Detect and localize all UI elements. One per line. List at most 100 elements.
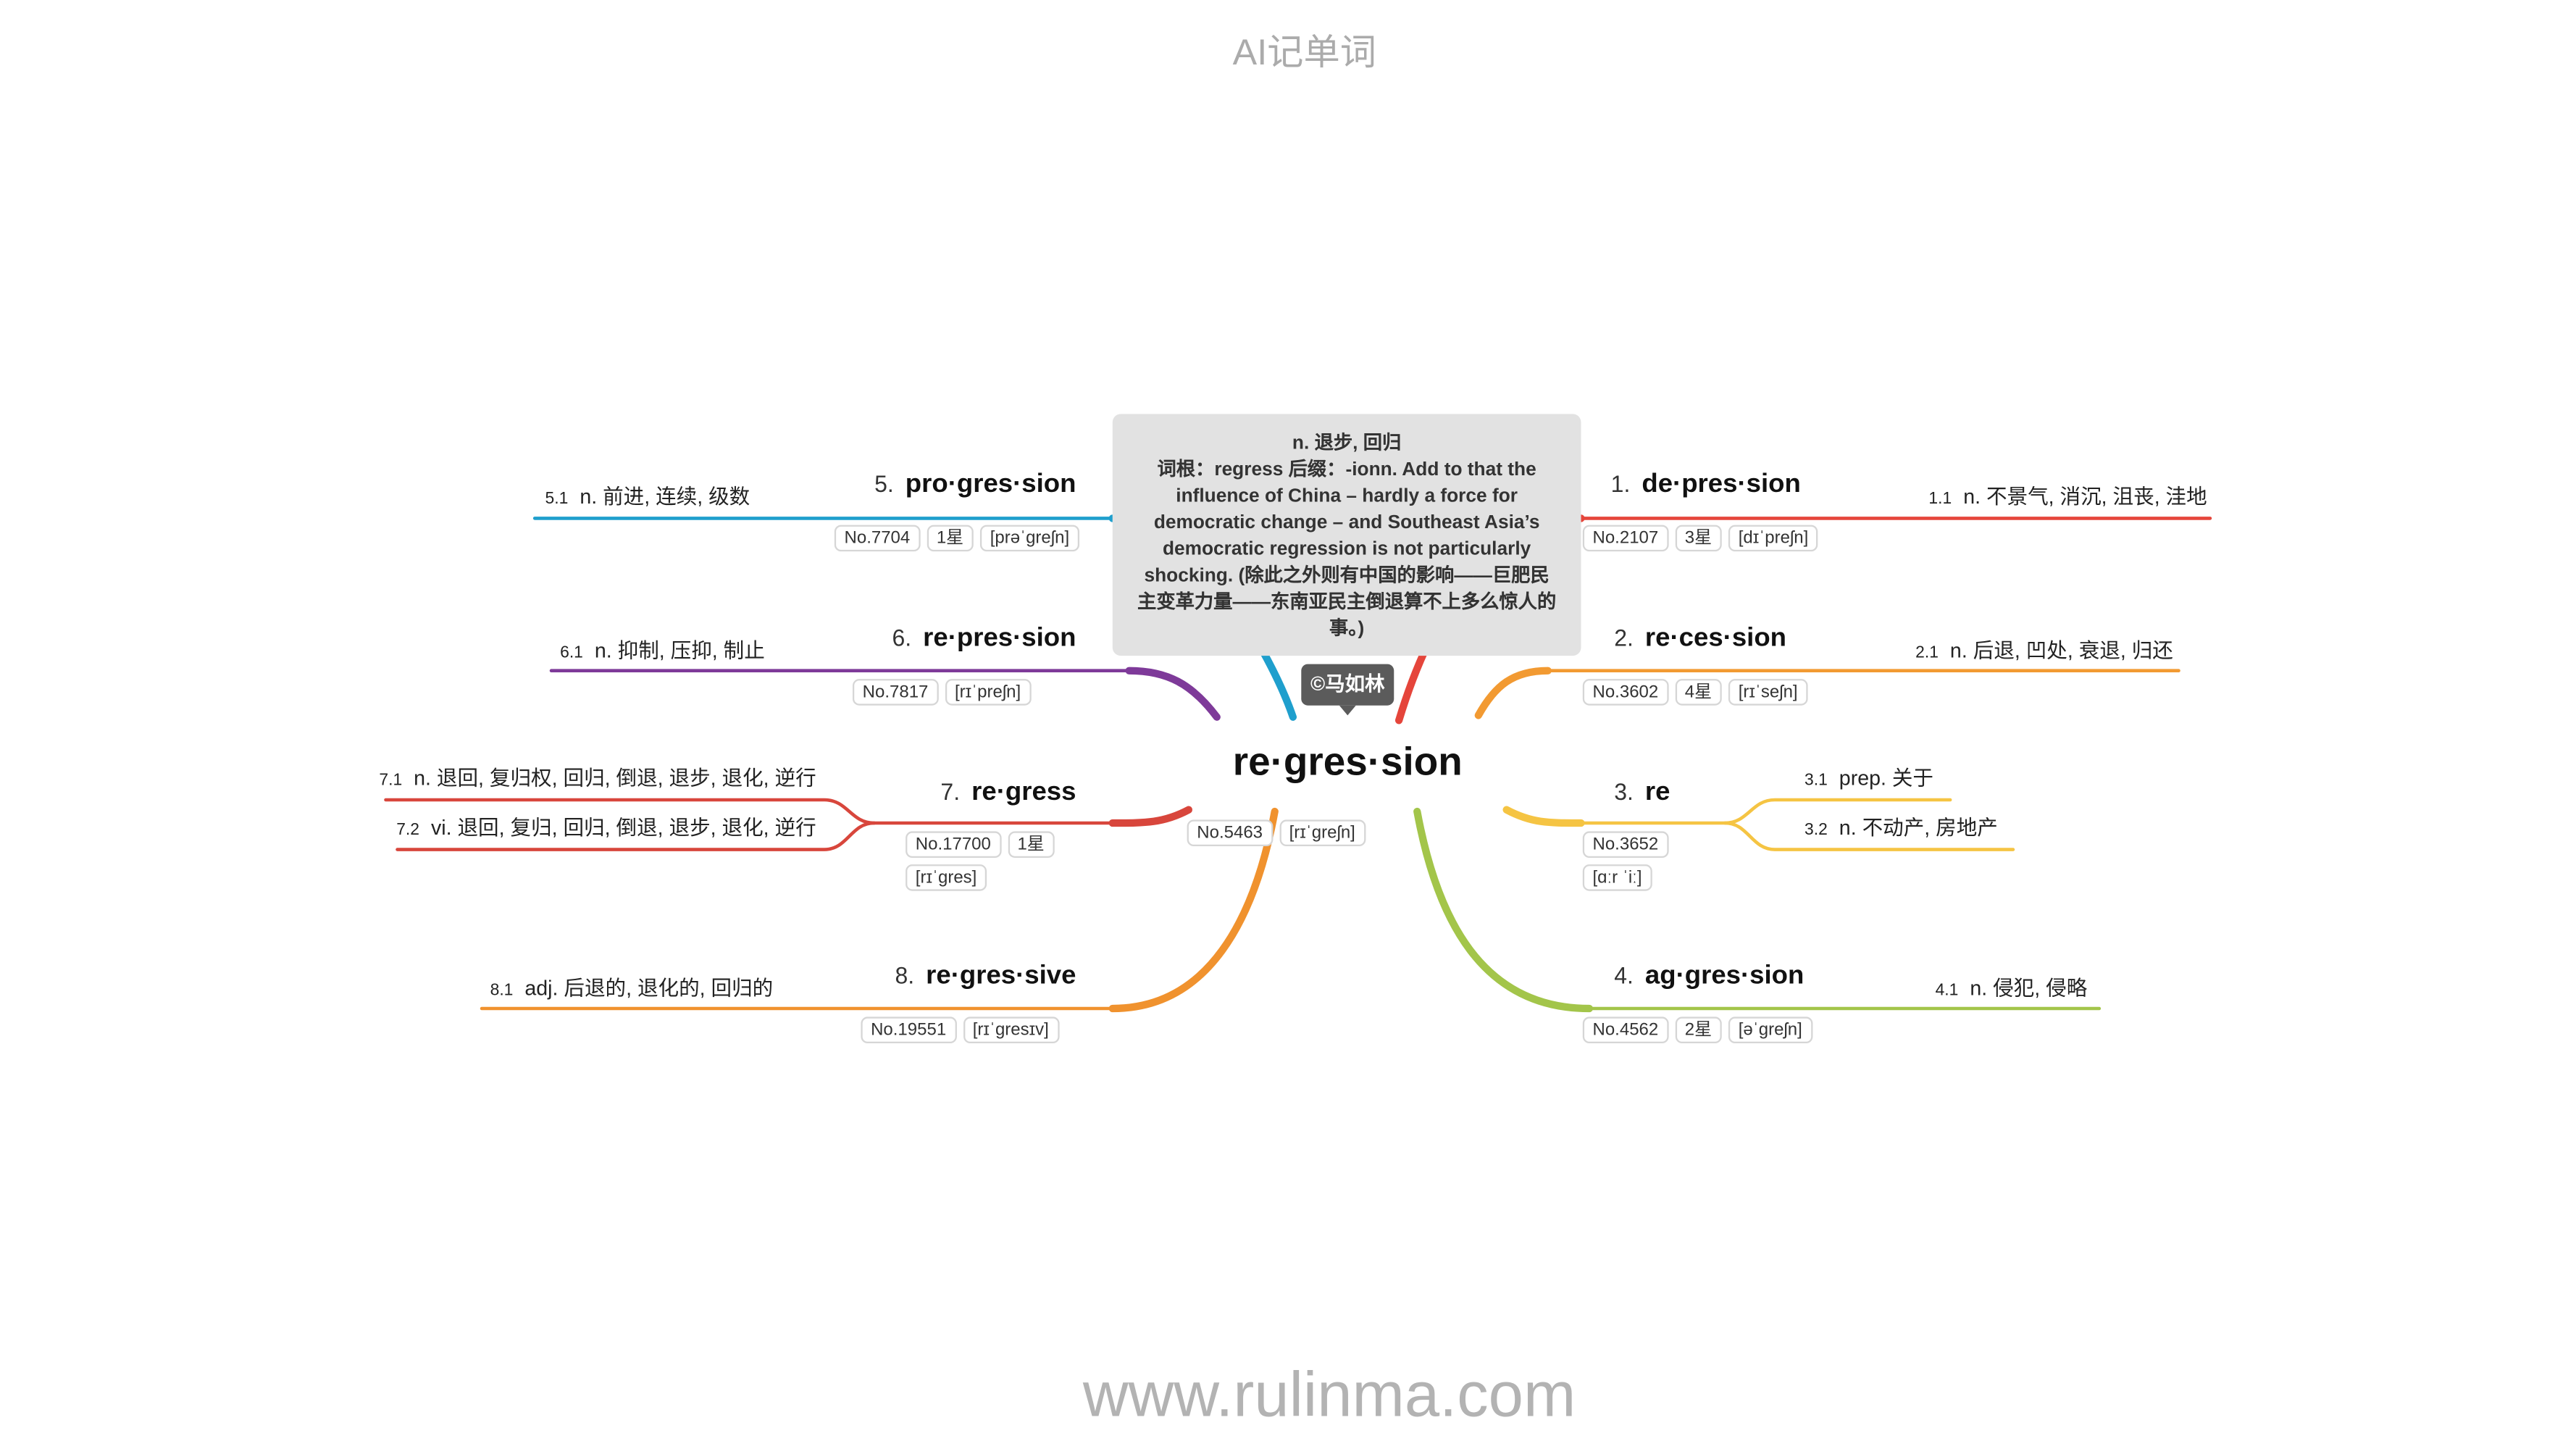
definition-note: n. 退步, 回归 词根：regress 后缀：-ionn. Add to th… bbox=[1112, 414, 1581, 656]
phonetic-tag: [ɑːr ˈiː] bbox=[1582, 864, 1652, 891]
phonetic-tag: [dɪˈpreʃn] bbox=[1728, 525, 1819, 552]
branch-3-sense-1: 3.1 prep. 关于 bbox=[1805, 765, 1933, 795]
phonetic-tag: [rɪˈɡreʃn] bbox=[1279, 819, 1366, 846]
sense-number: 4.1 bbox=[1935, 982, 1959, 1001]
sense-number: 6.1 bbox=[560, 644, 583, 663]
branch-1-topic: 1. de·pres·sion bbox=[1611, 467, 1801, 502]
branch-5-tags: No.7704 1星 [prəˈɡreʃn] bbox=[834, 525, 1079, 552]
sense-text: vi. 退回, 复归, 回归, 倒退, 退步, 退化, 逆行 bbox=[430, 816, 816, 840]
note-definition: n. 退步, 回归 bbox=[1292, 433, 1402, 454]
branch-8-tags: No.19551 [rɪˈɡresɪv] bbox=[861, 1016, 1059, 1043]
branch-8-curve bbox=[1108, 807, 1279, 1013]
branch-7-sense-2: 7.2 vi. 退回, 复归, 回归, 倒退, 退步, 退化, 逆行 bbox=[396, 815, 816, 845]
branch-7-sense-1: 7.1 n. 退回, 复归权, 回归, 倒退, 退步, 退化, 逆行 bbox=[379, 765, 816, 795]
word-rank-tag: No.7817 bbox=[852, 679, 939, 706]
branch-3-tags: No.3652 [ɑːr ˈiː] bbox=[1582, 831, 1682, 891]
branch-7-index: 7. bbox=[940, 778, 961, 805]
branch-3-topic: 3. re bbox=[1614, 775, 1670, 810]
branch-1-word: de·pres·sion bbox=[1642, 470, 1801, 498]
phonetic-tag: [rɪˈseʃn] bbox=[1728, 679, 1808, 706]
site-watermark: www.rulinma.com bbox=[1082, 1361, 1576, 1431]
sense-text: n. 退回, 复归权, 回归, 倒退, 退步, 退化, 逆行 bbox=[414, 767, 816, 790]
branch-2-topic: 2. re·ces·sion bbox=[1614, 621, 1786, 656]
star-rating-tag: 2星 bbox=[1675, 1016, 1722, 1043]
note-line: democratic regression is not particularl… bbox=[1162, 540, 1531, 560]
branch-4-index: 4. bbox=[1614, 961, 1634, 989]
sense-number: 3.2 bbox=[1805, 821, 1828, 840]
branch-8-index: 8. bbox=[895, 961, 915, 989]
star-rating-tag: 1星 bbox=[1007, 831, 1055, 858]
central-topic-word: re·gres·sion bbox=[1232, 740, 1463, 785]
word-rank-tag: No.19551 bbox=[861, 1016, 956, 1043]
branch-7-word: re·gress bbox=[971, 778, 1076, 807]
star-rating-tag: 1星 bbox=[927, 525, 974, 552]
branch-3-word: re bbox=[1644, 778, 1670, 807]
branch-2-curve bbox=[1474, 667, 1552, 719]
sense-text: n. 抑制, 压抑, 制止 bbox=[594, 639, 765, 663]
branch-5-index: 5. bbox=[874, 470, 894, 497]
note-line: 主变革力量——东南亚民主倒退算不上多么惊人的 bbox=[1137, 593, 1557, 613]
star-rating-tag: 3星 bbox=[1675, 525, 1722, 552]
branch-7-sense-2-line bbox=[396, 821, 876, 851]
copyright-badge: ©马如林 bbox=[1301, 664, 1394, 716]
word-rank-tag: No.17700 bbox=[906, 831, 1001, 858]
branch-2-index: 2. bbox=[1614, 624, 1634, 651]
branch-3-sense-2-line bbox=[1723, 821, 2015, 851]
sense-number: 2.1 bbox=[1915, 644, 1939, 663]
branch-1-sense-1: 1.1 n. 不景气, 消沉, 沮丧, 洼地 bbox=[1928, 483, 2207, 513]
phonetic-tag: [rɪˈɡresɪv] bbox=[963, 1016, 1059, 1043]
sense-number: 8.1 bbox=[490, 982, 514, 1001]
branch-4-word: ag·gres·sion bbox=[1644, 961, 1805, 990]
note-line: democratic change – and Southeast Asia’s bbox=[1153, 513, 1540, 533]
word-rank-tag: No.3602 bbox=[1582, 679, 1668, 706]
note-line: 事。) bbox=[1329, 619, 1365, 640]
branch-6-curve bbox=[1125, 667, 1221, 721]
branch-7-tags: No.17700 1星 [rɪˈɡres] bbox=[906, 831, 1071, 891]
phonetic-tag: [əˈɡreʃn] bbox=[1728, 1016, 1812, 1043]
sense-number: 7.1 bbox=[379, 772, 403, 790]
app-title: AI记单词 bbox=[1232, 31, 1377, 73]
branch-8-topic: 8. re·gres·sive bbox=[895, 959, 1076, 993]
sense-number: 5.1 bbox=[545, 490, 569, 509]
branch-2-tags: No.3602 4星 [rɪˈseʃn] bbox=[1582, 679, 1808, 706]
phonetic-tag: [rɪˈɡres] bbox=[906, 864, 987, 891]
sense-text: n. 不动产, 房地产 bbox=[1839, 816, 1998, 840]
sense-text: n. 前进, 连续, 级数 bbox=[580, 485, 750, 509]
sense-text: adj. 后退的, 退化的, 回归的 bbox=[524, 977, 774, 1001]
branch-5-topic: 5. pro·gres·sion bbox=[874, 467, 1076, 502]
word-rank-tag: No.2107 bbox=[1582, 525, 1668, 552]
branch-3-curve bbox=[1502, 806, 1585, 827]
phonetic-tag: [prəˈɡreʃn] bbox=[980, 525, 1079, 552]
branch-2-word: re·ces·sion bbox=[1644, 624, 1787, 653]
phonetic-tag: [rɪˈpreʃn] bbox=[945, 679, 1031, 706]
central-topic-tags: No.5463 [rɪˈɡreʃn] bbox=[1187, 819, 1366, 846]
branch-8-word: re·gres·sive bbox=[926, 961, 1076, 990]
branch-3-sense-1-line bbox=[1723, 798, 1952, 825]
sense-text: prep. 关于 bbox=[1839, 767, 1934, 790]
word-rank-tag: No.7704 bbox=[834, 525, 920, 552]
branch-2-sense-1: 2.1 n. 后退, 凹处, 衰退, 归还 bbox=[1915, 638, 2173, 667]
branch-8-sense-1: 8.1 adj. 后退的, 退化的, 回归的 bbox=[490, 975, 774, 1005]
branch-1-index: 1. bbox=[1610, 470, 1631, 497]
branch-7-curve bbox=[1108, 806, 1193, 827]
sense-text: n. 不景气, 消沉, 沮丧, 洼地 bbox=[1963, 485, 2207, 509]
branch-3-sense-2: 3.2 n. 不动产, 房地产 bbox=[1805, 815, 1998, 845]
branch-3-index: 3. bbox=[1614, 778, 1634, 805]
word-rank-tag: No.3652 bbox=[1582, 831, 1668, 858]
branch-1-tags: No.2107 3星 [dɪˈpreʃn] bbox=[1582, 525, 1819, 552]
sense-number: 3.1 bbox=[1805, 772, 1828, 790]
branch-4-topic: 4. ag·gres·sion bbox=[1614, 959, 1804, 993]
branch-6-sense-1: 6.1 n. 抑制, 压抑, 制止 bbox=[560, 638, 765, 667]
sense-number: 7.2 bbox=[396, 821, 419, 840]
branch-5-word: pro·gres·sion bbox=[905, 470, 1076, 498]
branch-6-topic: 6. re·pres·sion bbox=[892, 621, 1076, 656]
sense-text: n. 后退, 凹处, 衰退, 归还 bbox=[1949, 639, 2173, 663]
branch-4-curve bbox=[1413, 807, 1594, 1013]
note-line: influence of China – hardly a force for bbox=[1176, 486, 1518, 507]
sense-text: n. 侵犯, 侵略 bbox=[1970, 977, 2088, 1001]
branch-6-index: 6. bbox=[892, 624, 912, 651]
branch-7-topic: 7. re·gress bbox=[940, 775, 1076, 810]
word-rank-tag: No.4562 bbox=[1582, 1016, 1668, 1043]
